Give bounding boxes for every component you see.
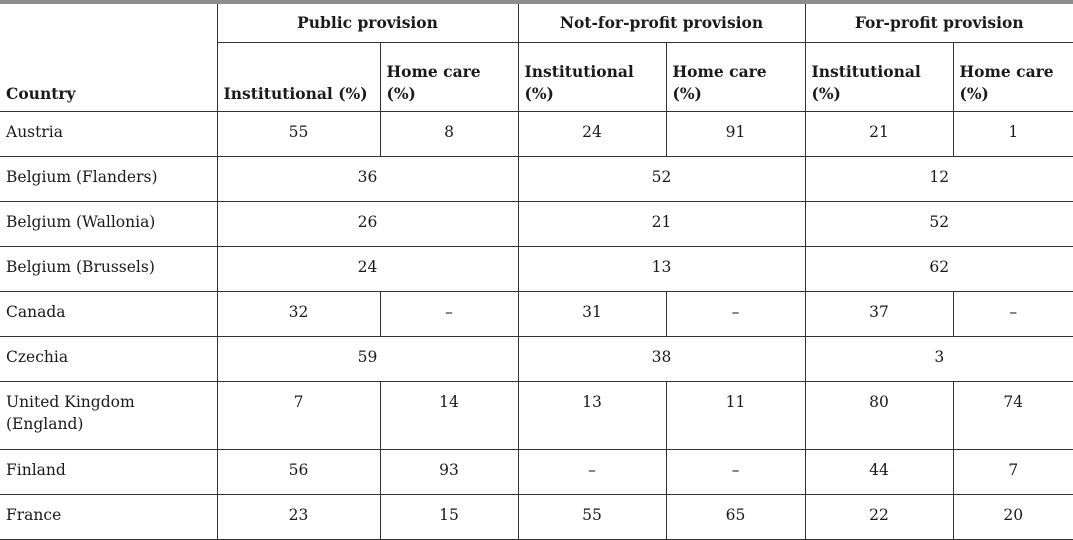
not-for-profit-provision-header: Not-for-profit provision	[517, 4, 806, 43]
country-cell: Belgium (Flanders)	[0, 156, 218, 202]
fp-home-care-cell: 20	[952, 494, 1073, 540]
public-provision-cell: 59	[216, 336, 519, 382]
table-row: France 23 15 55 65 22 20	[0, 494, 1073, 540]
fp-institutional-cell: 80	[804, 381, 954, 450]
fp-provision-cell: 52	[804, 201, 1073, 247]
fp-provision-cell: 12	[804, 156, 1073, 202]
country-cell: Canada	[0, 291, 218, 337]
public-home-care-cell: 8	[379, 111, 519, 157]
fp-home-care-cell: 74	[952, 381, 1073, 450]
table-row: Czechia 59 38 3	[0, 336, 1073, 382]
group-header-row: Country Public provision Not-for-profit …	[0, 4, 1073, 112]
public-institutional-cell: 32	[216, 291, 381, 337]
table-row: Belgium (Wallonia) 26 21 52	[0, 201, 1073, 247]
fp-institutional-header: Institutional (%)	[804, 42, 954, 112]
fp-institutional-cell: 37	[804, 291, 954, 337]
nfp-institutional-cell: 31	[517, 291, 667, 337]
fp-home-care-cell: 7	[952, 449, 1073, 495]
public-provision-cell: 24	[216, 246, 519, 292]
table-row: Austria 55 8 24 91 21 1	[0, 111, 1073, 157]
nfp-home-care-cell: 91	[665, 111, 806, 157]
country-column-header: Country	[0, 4, 218, 112]
table-row: Belgium (Brussels) 24 13 62	[0, 246, 1073, 292]
fp-home-care-header: Home care (%)	[952, 42, 1073, 112]
public-institutional-cell: 56	[216, 449, 381, 495]
country-cell: Belgium (Brussels)	[0, 246, 218, 292]
fp-provision-cell: 3	[804, 336, 1073, 382]
provision-table: Country Public provision Not-for-profit …	[0, 4, 1073, 540]
top-rule	[0, 0, 1073, 4]
fp-institutional-cell: 21	[804, 111, 954, 157]
public-home-care-cell: 14	[379, 381, 519, 450]
public-home-care-header: Home care (%)	[379, 42, 519, 112]
fp-institutional-cell: 22	[804, 494, 954, 540]
public-provision-header: Public provision	[216, 4, 519, 43]
nfp-home-care-cell: 11	[665, 381, 806, 450]
public-institutional-header: Institutional (%)	[217, 42, 381, 112]
nfp-provision-cell: 52	[517, 156, 806, 202]
public-home-care-cell: 93	[379, 449, 519, 495]
table-row: United Kingdom (England) 7 14 13 11 80 7…	[0, 381, 1073, 450]
nfp-home-care-cell: –	[665, 449, 806, 495]
public-home-care-cell: –	[379, 291, 519, 337]
country-cell: Austria	[0, 111, 218, 157]
fp-institutional-cell: 44	[804, 449, 954, 495]
fp-home-care-cell: 1	[952, 111, 1073, 157]
nfp-home-care-cell: –	[665, 291, 806, 337]
nfp-home-care-header: Home care (%)	[665, 42, 806, 112]
fp-provision-cell: 62	[804, 246, 1073, 292]
country-cell: Belgium (Wallonia)	[0, 201, 218, 247]
table-row: Finland 56 93 – – 44 7	[0, 449, 1073, 495]
nfp-home-care-cell: 65	[665, 494, 806, 540]
country-cell: Finland	[0, 449, 218, 495]
nfp-institutional-cell: –	[517, 449, 667, 495]
table-body: Austria 55 8 24 91 21 1 Belgium (Flander…	[0, 111, 1073, 540]
nfp-institutional-cell: 24	[517, 111, 667, 157]
nfp-provision-cell: 13	[517, 246, 806, 292]
sub-header-row: Institutional (%) Home care (%) Institut…	[0, 42, 1073, 112]
nfp-provision-cell: 38	[517, 336, 806, 382]
country-cell: Czechia	[0, 336, 218, 382]
public-institutional-cell: 55	[216, 111, 381, 157]
nfp-provision-cell: 21	[517, 201, 806, 247]
nfp-institutional-cell: 13	[517, 381, 667, 450]
fp-home-care-cell: –	[952, 291, 1073, 337]
public-institutional-cell: 23	[216, 494, 381, 540]
nfp-institutional-header: Institutional (%)	[517, 42, 667, 112]
for-profit-provision-header: For-profit provision	[804, 4, 1073, 43]
public-institutional-cell: 7	[216, 381, 381, 450]
nfp-institutional-cell: 55	[517, 494, 667, 540]
public-home-care-cell: 15	[379, 494, 519, 540]
table-header: Country Public provision Not-for-profit …	[0, 4, 1073, 112]
public-provision-cell: 36	[216, 156, 519, 202]
country-cell: France	[0, 494, 218, 540]
table-row: Belgium (Flanders) 36 52 12	[0, 156, 1073, 202]
table-row: Canada 32 – 31 – 37 –	[0, 291, 1073, 337]
country-cell: United Kingdom (England)	[0, 381, 218, 450]
public-provision-cell: 26	[216, 201, 519, 247]
